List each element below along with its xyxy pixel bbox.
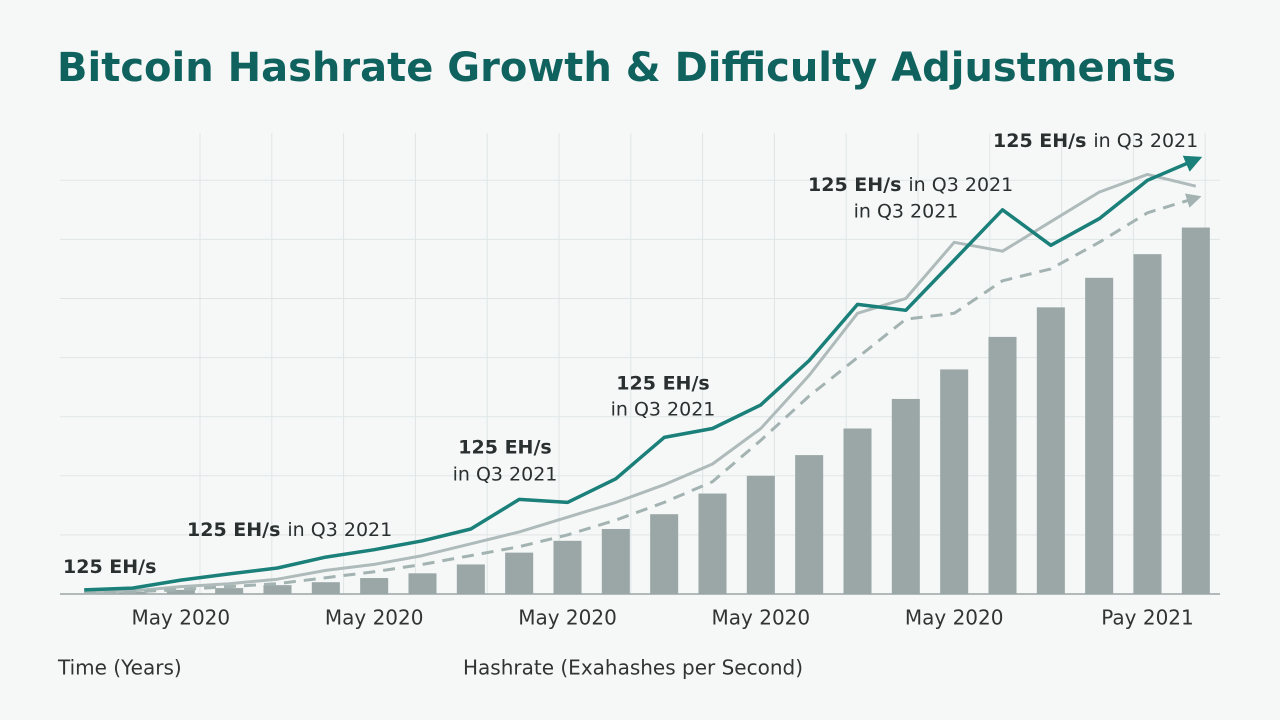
- bar: [1133, 254, 1162, 594]
- line-series: [84, 172, 1197, 594]
- annotation-label: 125 EH/s: [63, 556, 156, 578]
- x-tick-label: May 2020: [132, 606, 231, 630]
- annotation-note: in Q3 2021: [1093, 130, 1198, 152]
- bar: [360, 578, 389, 594]
- bar: [408, 573, 437, 594]
- bar: [1085, 277, 1114, 594]
- annotation: 125 EH/s in Q3 2021: [993, 130, 1198, 152]
- y-axis-title: Hashrate (Exahashes per Second): [463, 656, 803, 680]
- x-tick-label: May 2020: [518, 606, 617, 630]
- bar: [311, 582, 340, 594]
- bar: [505, 552, 534, 594]
- bar: [795, 455, 824, 594]
- chart-title: Bitcoin Hashrate Growth & Difficulty Adj…: [57, 45, 1176, 91]
- annotation-label: 125 EH/s: [616, 373, 709, 395]
- annotation: 125 EH/s: [63, 556, 156, 578]
- annotation-label: 125 EH/s: [993, 130, 1086, 152]
- annotation-note: in Q3 2021: [908, 174, 1013, 196]
- x-tick-label: Pay 2021: [1101, 606, 1194, 630]
- bar: [1036, 307, 1065, 594]
- bar: [650, 514, 679, 594]
- x-tick-label: May 2020: [325, 606, 424, 630]
- bar: [263, 585, 292, 594]
- bar: [166, 589, 195, 594]
- annotation-label: 125 EH/s: [458, 437, 551, 459]
- bar: [456, 564, 485, 594]
- bar: [891, 398, 920, 594]
- annotation-note: in Q3 2021: [287, 519, 392, 541]
- line-series: [84, 193, 1202, 595]
- bar: [988, 336, 1017, 594]
- bar: [601, 528, 630, 594]
- annotation-label: 125 EH/s: [808, 174, 901, 196]
- annotation-label: 125 EH/s: [187, 519, 280, 541]
- bar: [698, 493, 727, 594]
- annotation-note: in Q3 2021: [453, 464, 558, 486]
- annotation-note: in Q3 2021: [611, 399, 716, 421]
- line-series: [84, 155, 1203, 592]
- annotation-note: in Q3 2021: [854, 201, 959, 223]
- bar: [553, 540, 582, 594]
- annotation: 125 EH/s in Q3 2021: [187, 519, 392, 541]
- x-tick-label: May 2020: [712, 606, 811, 630]
- x-tick-label: May 2020: [905, 606, 1004, 630]
- bar: [746, 475, 775, 594]
- bar: [940, 369, 969, 594]
- x-axis-title: Time (Years): [57, 656, 182, 680]
- bar: [1181, 227, 1210, 595]
- bar: [843, 428, 872, 594]
- bar: [215, 588, 244, 594]
- annotation: 125 EH/s in Q3 2021: [808, 174, 1013, 196]
